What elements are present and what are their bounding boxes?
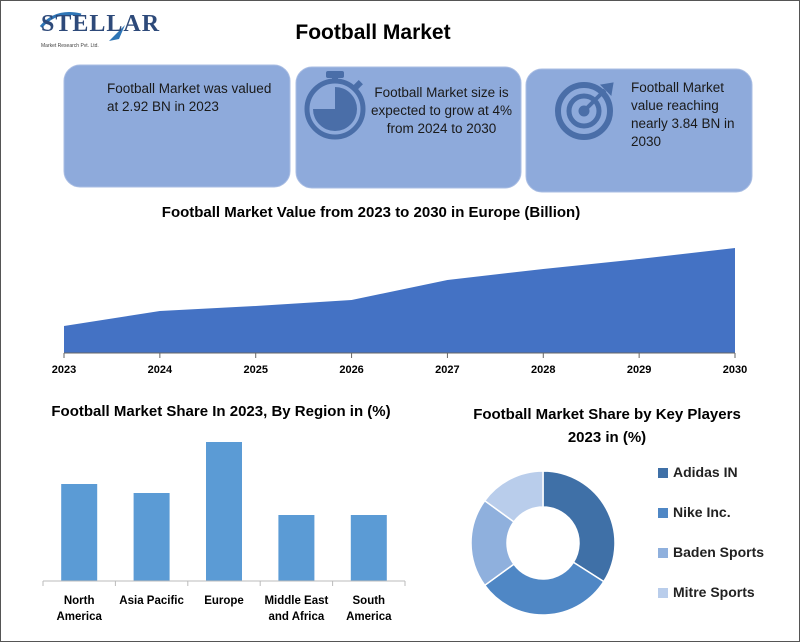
x-tick-label: Asia Pacific [119,595,184,607]
x-tick-label: 2029 [627,364,651,376]
bar [206,442,242,581]
stat-text: Football Market value reaching nearly 3.… [631,80,735,149]
stat-box [525,68,753,193]
x-tick-label: 2027 [435,364,459,376]
donut-slice [483,470,544,523]
target-icon [555,82,614,140]
logo-name: STELLAR [41,11,161,37]
bar [278,515,315,581]
logo-tagline: Market Research Pvt. Ltd. [41,43,99,49]
bar [61,484,98,581]
stopwatch-icon [304,71,366,140]
legend-label: Nike Inc. [673,504,731,520]
x-tick-label: 2025 [243,364,267,376]
legend-label: Baden Sports [673,544,765,560]
x-tick-label: 2030 [723,364,747,376]
x-tick-label: 2026 [339,364,363,376]
legend-label: Adidas IN [673,464,738,480]
area [64,248,735,353]
donut-slice [483,561,605,616]
stat-box [63,64,291,188]
legend-swatch [658,588,668,598]
page-title: Football Market [295,21,451,44]
logo-arrow [109,25,125,41]
x-tick-label: North America [56,595,102,623]
legend-swatch [658,468,668,478]
logo-swoosh [39,12,82,28]
donut-slice [542,470,616,583]
stat-text: Football Market was valued at 2.92 BN in… [107,81,272,114]
stat-text: Football Market size is expected to grow… [370,85,513,136]
x-tick-label: South America [346,595,392,623]
x-tick-label: Middle East and Africa [264,595,329,623]
chart-title: Football Market Share by Key Players 202… [473,406,741,446]
x-tick-label: Europe [204,595,244,607]
chart-title: Football Market Value from 2023 to 2030 … [161,204,581,221]
bar [133,493,170,581]
x-tick-label: 2024 [148,364,173,376]
bar [350,515,387,581]
legend-swatch [658,548,668,558]
legend-swatch [658,508,668,518]
x-tick-label: 2023 [52,364,76,376]
x-tick-label: 2028 [531,364,555,376]
chart-title: Football Market Share In 2023, By Region… [51,403,391,420]
legend-label: Mitre Sports [673,584,755,600]
